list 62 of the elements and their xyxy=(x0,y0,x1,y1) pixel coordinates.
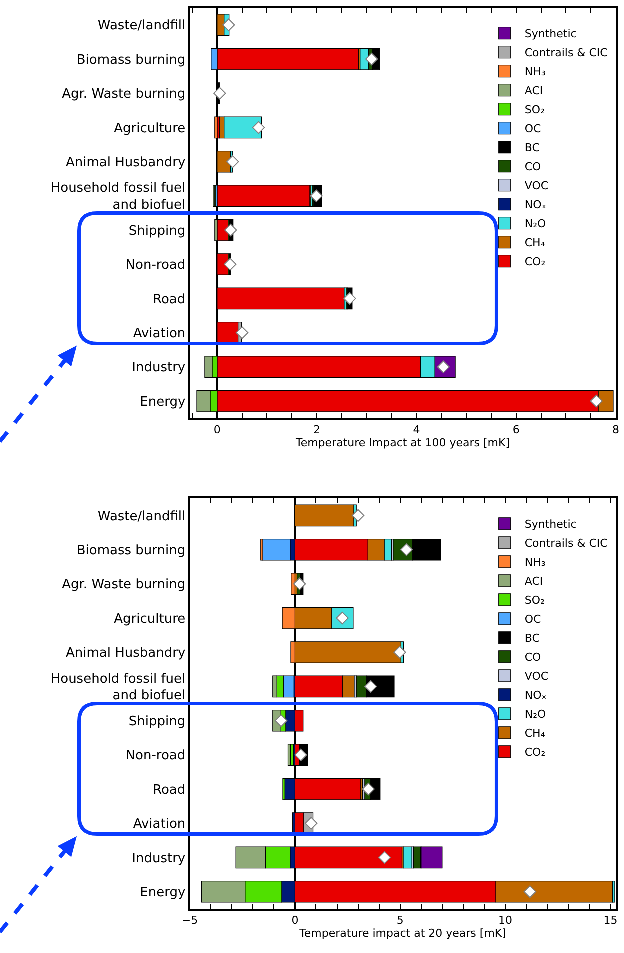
x-axis-title: Temperature Impact at 100 years [mK] xyxy=(294,436,510,450)
legend-label: SO₂ xyxy=(524,594,545,608)
x-tick-label: 2 xyxy=(314,423,321,436)
x-tick-label: 8 xyxy=(612,423,620,436)
x-tick-label: 0 xyxy=(214,423,221,436)
y-tick-label: Road xyxy=(153,292,186,308)
y-tick-label: Shipping xyxy=(128,714,186,730)
legend-label: BC xyxy=(524,632,540,646)
x-tick-label: 5 xyxy=(396,914,404,927)
y-tick-label: Waste/landfill xyxy=(98,18,186,34)
x-tick-label: −5 xyxy=(182,914,198,927)
legend-label: NH₃ xyxy=(524,66,546,79)
legend-label: CO xyxy=(524,160,542,174)
y-tick-label: Non-road xyxy=(126,748,186,764)
legend-label: ACI xyxy=(524,575,544,588)
y-tick-label: Animal Husbandry xyxy=(66,646,186,662)
x-tick-label: 0 xyxy=(292,914,299,927)
x-tick-label: 4 xyxy=(413,423,420,436)
legend-label: VOC xyxy=(524,670,549,684)
x-axis-title: Temperature impact at 20 years [mK] xyxy=(298,926,506,940)
legend-label: Contrails & CIC xyxy=(524,46,608,60)
y-tick-label: Waste/landfill xyxy=(98,509,186,524)
y-tick-label: Biomass burning xyxy=(76,52,186,68)
legend-label: CO xyxy=(524,651,542,664)
y-tick-label: Agr. Waste burning xyxy=(62,578,186,593)
x-tick-label: 15 xyxy=(604,914,618,927)
legend-label: NH₃ xyxy=(524,556,546,570)
y-tick-label: Energy xyxy=(140,394,186,410)
y-tick-label: Aviation xyxy=(133,817,186,832)
legend-label: N₂O xyxy=(524,218,547,231)
legend-label: ACI xyxy=(524,84,544,98)
y-tick-label: Agr. Waste burning xyxy=(62,87,186,102)
legend-label: Synthetic xyxy=(524,28,577,41)
legend-label: CO₂ xyxy=(524,746,546,760)
y-tick-label: Non-road xyxy=(126,258,186,274)
legend-label: N₂O xyxy=(524,708,547,722)
y-tick-label: Industry xyxy=(132,360,186,376)
y-tick-label: Agriculture xyxy=(114,121,186,136)
legend-label: SO₂ xyxy=(524,104,545,117)
legend-label: OC xyxy=(524,613,542,626)
y-tick-label: Aviation xyxy=(133,326,186,342)
legend-label: VOC xyxy=(524,180,549,193)
legend-label: Contrails & CIC xyxy=(524,537,608,550)
y-tick-label: Shipping xyxy=(128,224,186,239)
y-tick-label: Road xyxy=(153,782,186,798)
legend-label: OC xyxy=(524,122,542,136)
y-tick-label: Biomass burning xyxy=(76,543,186,558)
legend-label: BC xyxy=(524,142,540,155)
y-tick-label: Energy xyxy=(140,885,186,900)
y-tick-label: Household fossil fuel and biofuel xyxy=(50,672,186,704)
legend-label: CH₄ xyxy=(524,236,546,250)
y-tick-label: Animal Husbandry xyxy=(66,155,186,170)
x-tick-label: 6 xyxy=(512,423,520,436)
legend-label: Synthetic xyxy=(524,518,577,532)
y-tick-label: Household fossil fuel and biofuel xyxy=(50,181,186,214)
x-tick-label: 10 xyxy=(498,914,513,927)
legend-label: NOₓ xyxy=(524,198,547,212)
legend-label: CO₂ xyxy=(524,256,546,269)
legend-label: NOₓ xyxy=(524,689,547,702)
y-tick-label: Agriculture xyxy=(114,612,186,627)
legend-label: CH₄ xyxy=(524,727,546,740)
y-tick-label: Industry xyxy=(132,851,186,866)
